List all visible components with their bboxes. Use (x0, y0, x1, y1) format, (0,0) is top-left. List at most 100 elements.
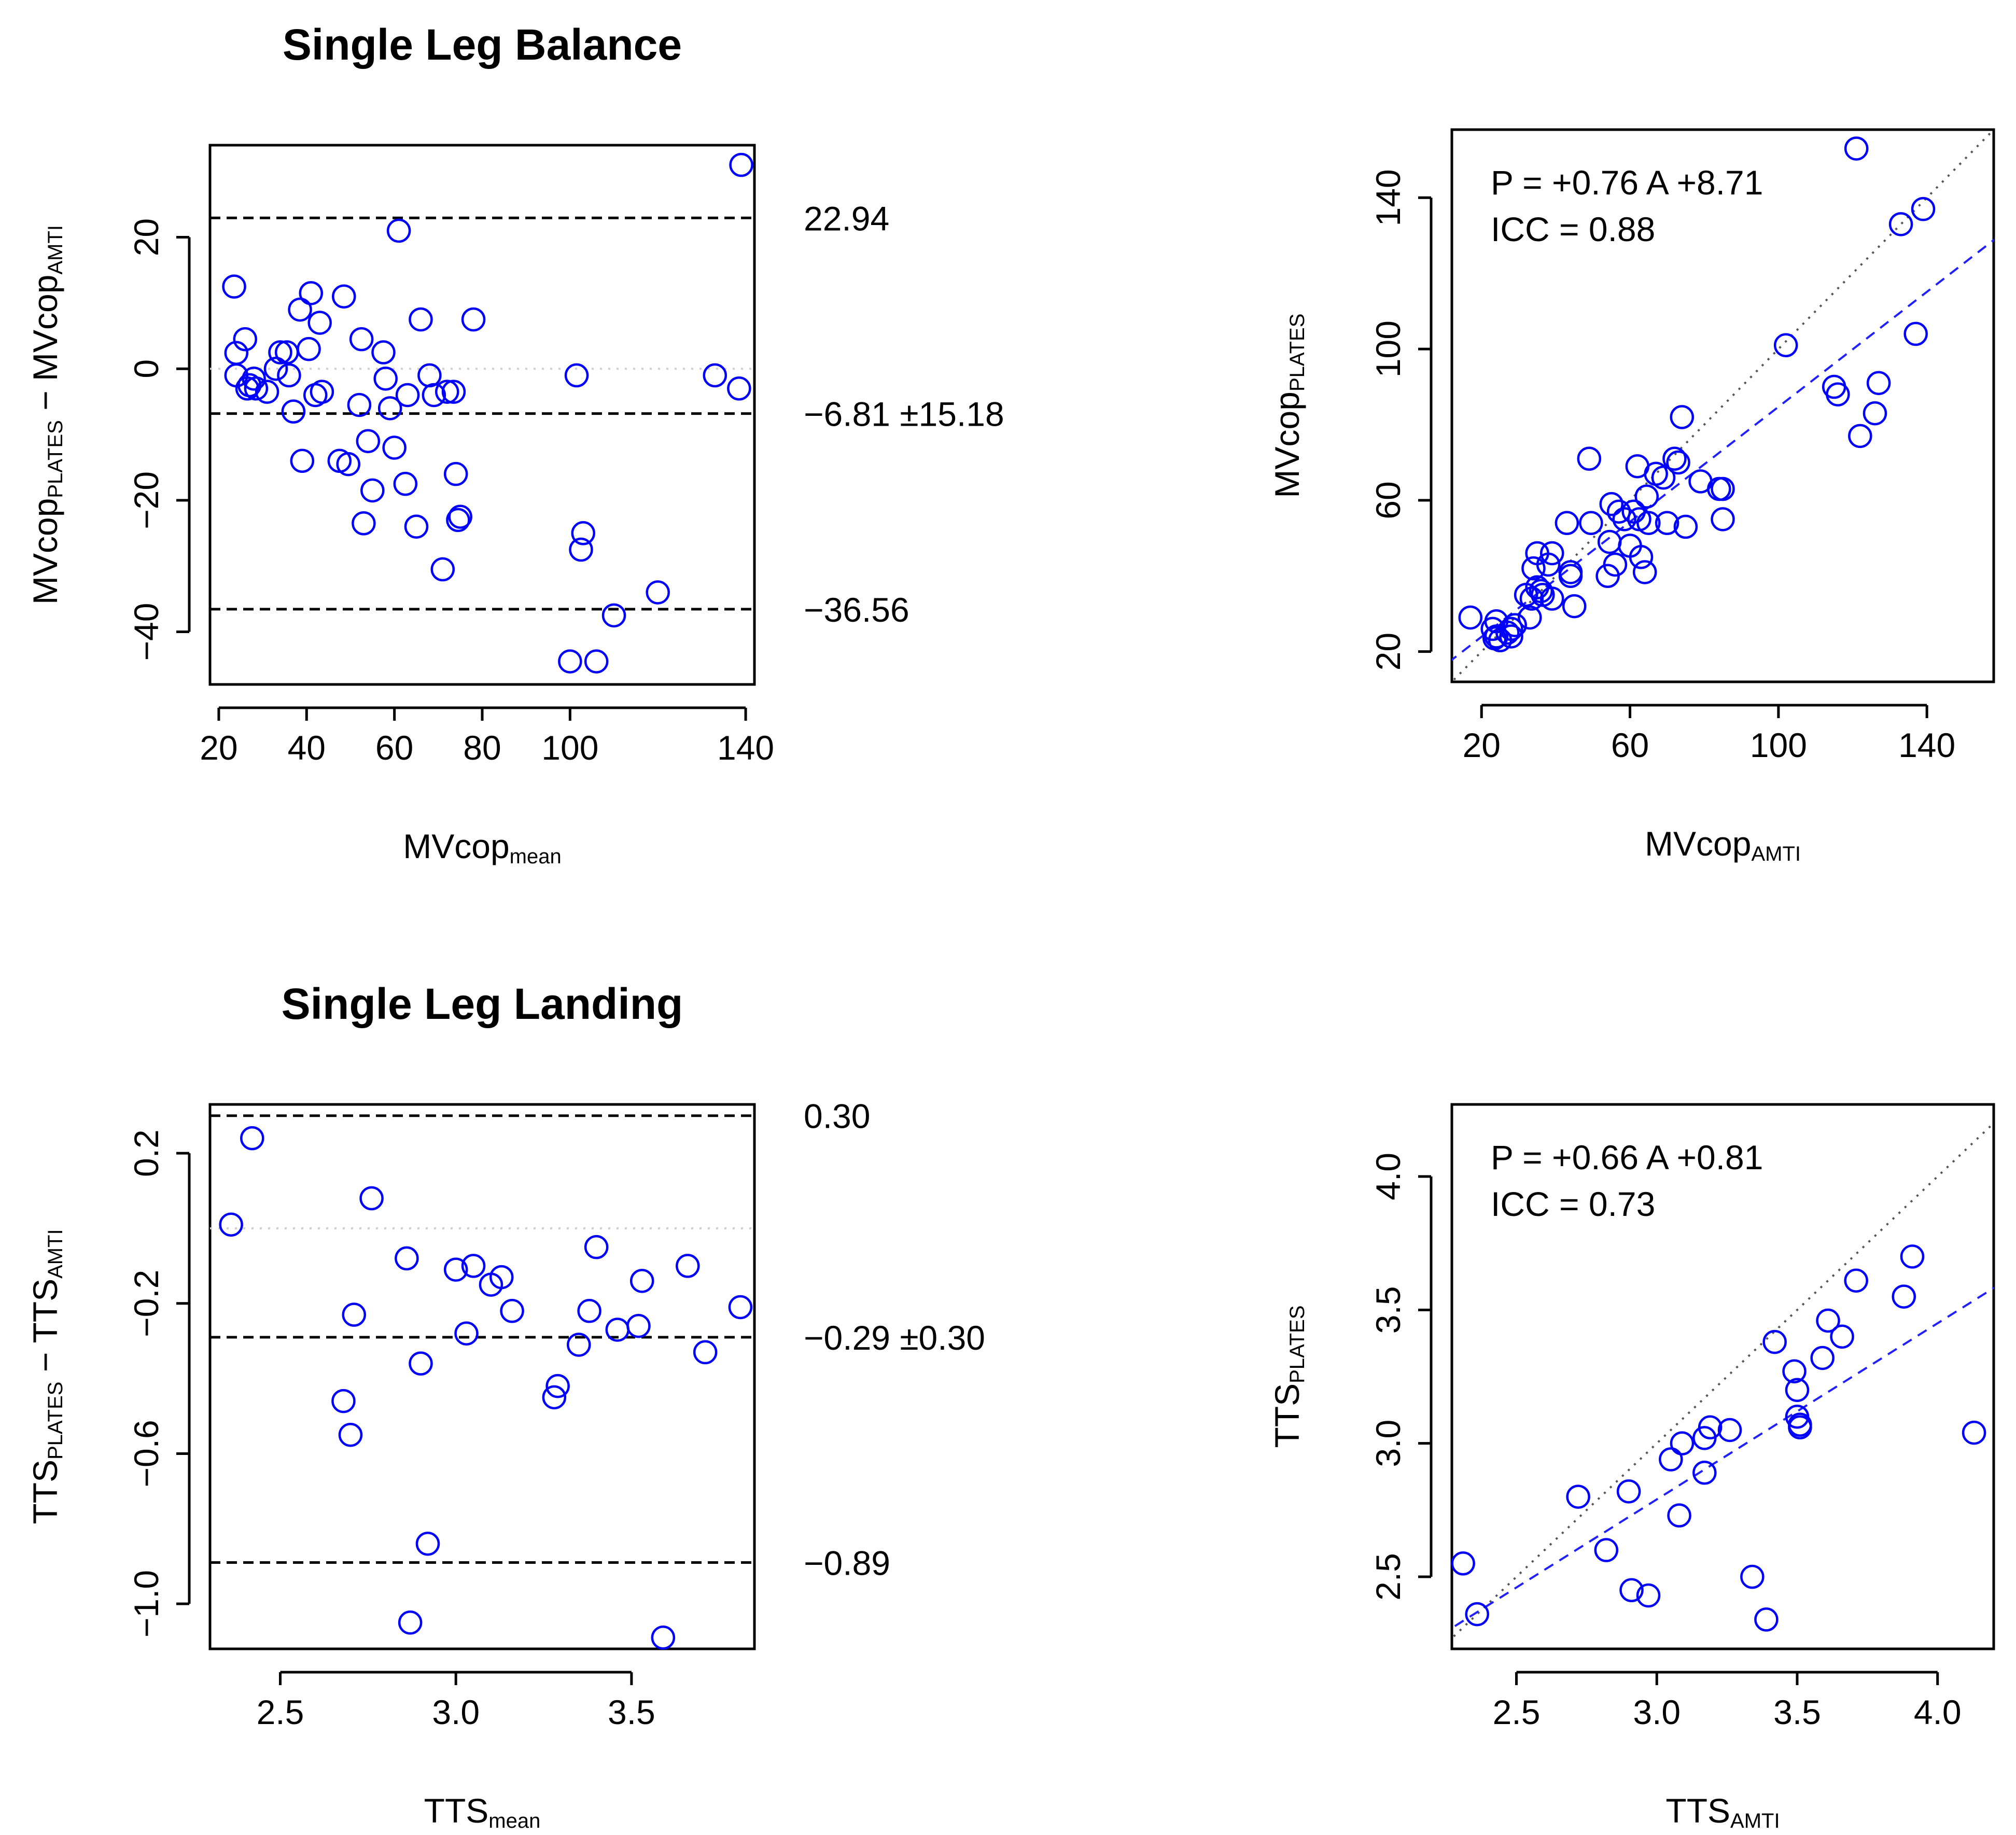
data-point (349, 327, 374, 352)
y-tick-label: −0.2 (127, 1270, 165, 1337)
y-tick-label: −20 (127, 471, 165, 529)
data-point (244, 376, 269, 401)
data-point (1830, 1324, 1854, 1349)
data-point (1499, 617, 1523, 641)
data-point (342, 1302, 366, 1327)
x-tick-label: 100 (1750, 726, 1807, 764)
data-point (268, 340, 292, 365)
data-point (571, 521, 596, 545)
x-tick-label: 80 (463, 729, 501, 767)
data-point (1579, 511, 1603, 535)
data-point (1536, 552, 1561, 577)
ba2-panel: 2.5 3.0 3.5 −1.0 −0.6 −0.2 0.2 0.30 −0.29 ±0.30 −… (26, 979, 985, 1832)
data-point (435, 380, 459, 404)
data-point (1616, 1479, 1641, 1504)
subscript: PLATES (44, 420, 67, 498)
data-point (1636, 1583, 1661, 1608)
reference-line-label: 0.30 (804, 1097, 870, 1136)
plot-frame (1450, 128, 1995, 683)
subscript: mean (488, 1810, 540, 1832)
data-point (1788, 1415, 1812, 1440)
data-point (728, 1295, 753, 1320)
data-point (356, 429, 381, 453)
x-tick-label: 140 (717, 729, 774, 767)
data-point (545, 1374, 570, 1398)
data-point (1844, 136, 1869, 161)
data-point (1629, 545, 1654, 569)
data-point (290, 449, 315, 473)
data-point (446, 508, 470, 533)
data-point (1540, 541, 1564, 566)
data-point (1566, 1484, 1590, 1509)
data-point (1762, 1329, 1787, 1354)
data-point (263, 356, 288, 381)
data-point (1634, 484, 1659, 509)
data-point (1465, 1602, 1489, 1627)
data-point (398, 1610, 423, 1635)
data-point (1754, 1607, 1779, 1632)
subscript: AMTI (44, 1229, 67, 1279)
data-point (1698, 1415, 1723, 1440)
data-point (1863, 401, 1887, 426)
x-tick-label: 140 (1898, 726, 1955, 764)
ba1-panel: 20 40 60 80 100 140 −40 −20 0 20 22.94 −6.81 ±15.18… (26, 20, 1004, 868)
data-point (1484, 624, 1509, 649)
y-axis-label: TTSPLATES − TTSAMTI (26, 1229, 67, 1524)
data-point (1866, 371, 1891, 395)
data-point (386, 218, 411, 243)
data-point (1673, 514, 1698, 539)
data-point (1499, 624, 1523, 649)
data-point (1810, 1346, 1835, 1370)
data-point (1667, 1503, 1691, 1528)
data-point (393, 471, 418, 496)
data-point (281, 399, 306, 424)
y-tick-label: 0 (127, 359, 165, 379)
data-point (1692, 1461, 1717, 1485)
data-point (297, 337, 321, 361)
data-point (727, 376, 751, 401)
x-tick-label: 3.5 (1773, 1693, 1821, 1731)
data-point (569, 537, 593, 562)
subscript: PLATES (44, 1382, 67, 1460)
x-axis-label: TTSAMTI (1665, 1791, 1780, 1832)
label-part: TTS (424, 1791, 489, 1830)
y-tick-label: 2.5 (1369, 1553, 1407, 1601)
label-part: MVcop (26, 275, 64, 381)
data-point (1900, 1244, 1925, 1269)
data-point (443, 1257, 468, 1282)
data-point (461, 1254, 486, 1278)
data-point (310, 380, 334, 404)
data-point (417, 363, 442, 388)
data-point (564, 363, 589, 388)
data-point (1785, 1378, 1810, 1402)
sc1-panel: 20 60 100 140 20 60 100 140 P = +0.76 A +8.71 ICC… (1268, 128, 1995, 865)
annotation-text: P = +0.66 A +0.81 (1491, 1138, 1763, 1176)
data-point (1651, 465, 1676, 490)
data-point (676, 1254, 700, 1278)
x-axis-label: MVcopAMTI (1645, 824, 1801, 865)
data-point (1495, 620, 1520, 645)
data-point (359, 1186, 384, 1211)
y-tick-label: 20 (127, 218, 165, 256)
x-tick-label: 2.5 (257, 1693, 304, 1731)
y-axis-label: TTSPLATES (1268, 1305, 1309, 1448)
y-tick-label: 0.2 (127, 1129, 165, 1177)
data-point (1594, 1538, 1619, 1562)
data-point (1670, 405, 1695, 429)
subscript: PLATES (1286, 314, 1309, 391)
data-point (1655, 511, 1679, 535)
data-point (1911, 197, 1936, 221)
y-axis-label: MVcopPLATES − MVcopAMTI (26, 225, 67, 605)
annotation-text: P = +0.76 A +8.71 (1491, 163, 1763, 202)
regression-line (1452, 239, 1994, 662)
x-tick-label: 3.0 (432, 1693, 480, 1731)
data-point (1619, 1578, 1644, 1603)
data-point (347, 393, 372, 417)
data-point (404, 514, 429, 539)
data-point (629, 1269, 654, 1293)
data-point (1606, 499, 1631, 524)
data-point (1717, 1418, 1742, 1442)
y-tick-label: −0.6 (127, 1420, 165, 1487)
x-tick-label: 60 (375, 729, 413, 767)
x-tick-label: 20 (200, 729, 237, 767)
